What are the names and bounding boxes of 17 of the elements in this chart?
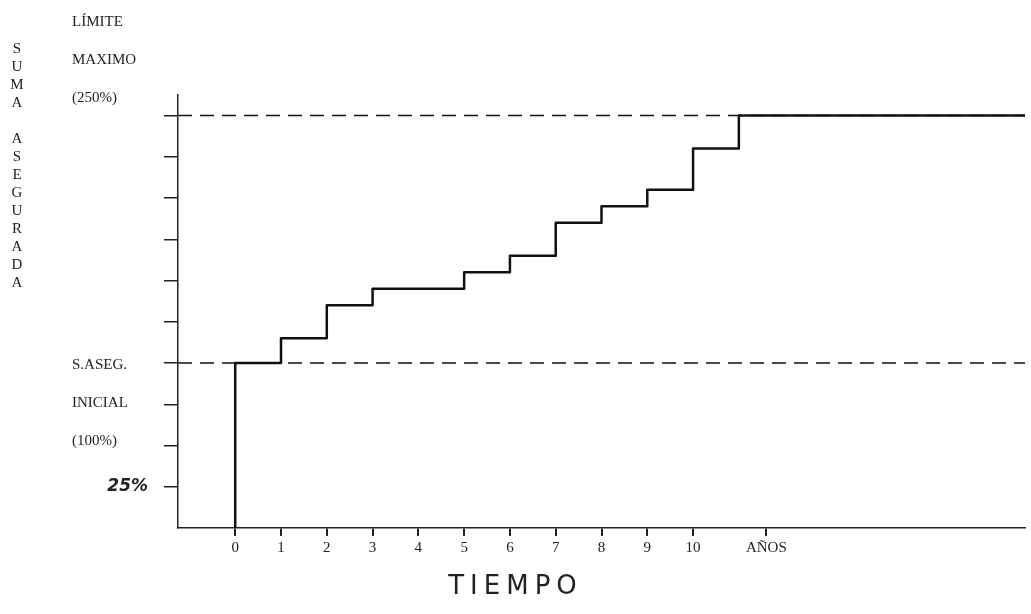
x-tick-label: 2 xyxy=(323,538,331,555)
text: 25% xyxy=(107,475,148,496)
x-tick-label: 9 xyxy=(643,538,652,555)
x-tick-label: 1 xyxy=(277,538,285,555)
x-tick-label: AÑOS xyxy=(745,538,787,555)
text: LÍMITE MAXIMO (250%) xyxy=(72,12,137,105)
x-tick-label: 0 xyxy=(231,538,239,555)
x-tick-label: 5 xyxy=(460,538,468,555)
x-tick-label: 7 xyxy=(551,538,560,555)
x-tick-label: 6 xyxy=(506,538,515,555)
x-tick-label: 4 xyxy=(414,538,423,555)
x-axis-title: TIEMPO xyxy=(447,570,584,600)
text: SUMA ASEGURADA xyxy=(8,40,25,294)
x-tick-label: 3 xyxy=(368,538,377,555)
text: S.ASEG. INICIAL (100%) xyxy=(72,355,128,448)
x-tick-label: 10 xyxy=(685,538,701,555)
x-tick-label: 8 xyxy=(597,538,606,555)
